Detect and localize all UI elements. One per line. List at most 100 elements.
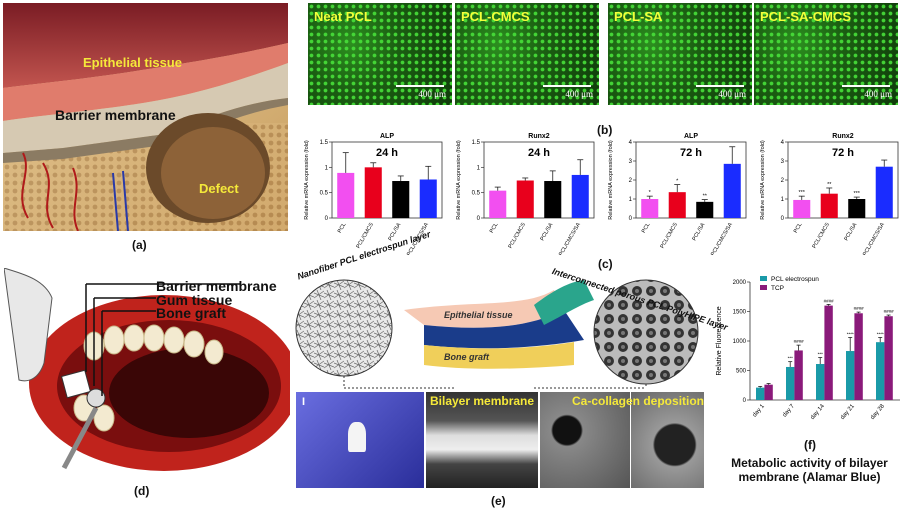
chart-metabolic-activity: 0 500 1000 1500 2000 Relative Fluorescence ***…: [716, 276, 900, 421]
y-tick-label: 1: [629, 197, 633, 203]
scale-label: 400 μm: [864, 89, 892, 99]
bar: [419, 179, 437, 218]
panel-d-label: (d): [134, 484, 150, 498]
significance-mark: ####: [824, 298, 835, 303]
y-tick-label: 0: [743, 398, 747, 404]
micrograph-title: Neat PCL: [314, 9, 372, 24]
significance-mark: ***: [788, 356, 794, 361]
chart-annotation: 24 h: [376, 147, 398, 159]
y-tick-label: 1: [781, 197, 785, 203]
bar: [764, 384, 773, 400]
x-tick-label: day 7: [782, 403, 796, 419]
membrane-sample: [348, 422, 366, 452]
y-tick-label: 0: [629, 216, 633, 222]
epithelial-tissue-label-e: Epithelial tissue: [444, 310, 513, 320]
significance-mark: ***: [818, 352, 824, 357]
y-tick-label: 2: [781, 178, 785, 184]
panel-e-label: (e): [491, 494, 506, 508]
bilayer-membrane-label: Bilayer membrane: [430, 394, 535, 408]
bar: [364, 167, 382, 218]
significance-mark: ***: [854, 191, 861, 197]
y-tick-label: 1500: [733, 310, 747, 316]
panel-b-label: (b): [597, 123, 613, 137]
bar: [641, 199, 659, 218]
chart-title: Runx2: [832, 133, 854, 140]
significance-mark: *: [649, 190, 652, 196]
y-tick-label: 1: [325, 165, 329, 171]
micrograph-title: PCL-SA-CMCS: [760, 9, 851, 24]
bar: [544, 181, 562, 218]
gum-tissue-callout: Gum tissue: [156, 292, 233, 308]
x-tick-label: day 21: [840, 403, 857, 421]
bar: [854, 313, 863, 400]
significance-mark: ####: [854, 306, 865, 311]
x-tick-label: PCL: [489, 222, 500, 234]
bar: [846, 351, 855, 400]
significance-mark: **: [703, 194, 708, 200]
y-tick-label: 1.5: [472, 140, 481, 146]
micrograph-pcl-cmcs: PCL-CMCS 400 μm: [455, 3, 599, 105]
x-tick-label: PCL: [793, 222, 804, 234]
bar: [876, 342, 885, 400]
x-tick-label: PCL/SA: [843, 222, 858, 242]
x-tick-label: day 28: [870, 403, 887, 421]
y-tick-label: 1.5: [320, 140, 329, 146]
panel-a-label: (a): [132, 238, 147, 252]
chart-annotation: 72 h: [832, 147, 854, 159]
y-axis-label: Relative mRNA expression (fold): [304, 140, 310, 220]
x-tick-label: PCL/SA: [691, 222, 706, 242]
significance-mark: ****: [847, 331, 854, 336]
bar: [793, 199, 811, 218]
sem-bilayer: Bilayer membrane: [426, 392, 538, 488]
bar: [516, 180, 534, 218]
epithelial-tissue-label: Epithelial tissue: [83, 55, 182, 70]
significance-mark: ****: [877, 331, 884, 336]
chart-alp-72h: ALP 72 h 0 1 2 3 4 Relative mRNA expression (fo…: [608, 133, 747, 255]
micrograph-pcl-sa-cmcs: PCL-SA-CMCS 400 μm: [754, 3, 898, 105]
y-tick-label: 3: [781, 159, 785, 165]
glove-photo: I: [296, 392, 424, 488]
legend-label: TCP: [771, 285, 784, 292]
y-axis-label: Relative Fluorescence: [716, 306, 723, 375]
bar: [668, 192, 686, 218]
legend-swatch: [760, 285, 767, 290]
chart-runx2-24h: Runx2 24 h 0 0.5 1 1.5 Relative mRNA expressio…: [456, 133, 595, 255]
y-tick-label: 0.5: [320, 191, 329, 197]
bar: [337, 172, 355, 218]
x-tick-label: PCL/CMCS/SA: [862, 222, 886, 255]
ca-collagen-label: Ca-collagen deposition: [572, 394, 705, 408]
panel-c-label: (c): [598, 257, 613, 271]
bar: [794, 350, 803, 400]
x-tick-label: PCL/CMCS: [812, 222, 832, 250]
x-tick-label: PCL/CMCS/SA: [710, 222, 734, 255]
y-tick-label: 1: [477, 165, 481, 171]
barrier-membrane-label: Barrier membrane: [55, 107, 176, 123]
panel-e-drawing: [295, 279, 699, 389]
panel-d-drawing: [4, 268, 290, 471]
chart-runx2-72h: Runx2 72 h 0 1 2 3 4 Relative mRNA expression (…: [760, 133, 899, 255]
y-tick-label: 500: [736, 369, 747, 375]
chart-annotation: 72 h: [680, 147, 702, 159]
bar: [820, 193, 838, 218]
chart-title: Runx2: [528, 133, 550, 140]
x-tick-label: PCL: [641, 222, 652, 234]
x-tick-label: PCL: [337, 222, 348, 234]
y-tick-label: 4: [629, 140, 633, 146]
y-axis-label: Relative mRNA expression (fold): [608, 140, 614, 220]
y-tick-label: 4: [781, 140, 785, 146]
x-tick-label: day 14: [810, 403, 827, 421]
y-tick-label: 1000: [733, 339, 747, 345]
chart-alp-24h: ALP 24 h 0 0.5 1 1.5 Relative mRNA expression …: [304, 133, 443, 255]
barrier-membrane-callout: Barrier membrane: [156, 278, 277, 294]
panel-f-caption-2: membrane (Alamar Blue): [738, 470, 881, 484]
defect-label: Defect: [199, 181, 239, 196]
bar: [392, 181, 410, 218]
panel-f-label: (f): [804, 438, 816, 452]
bar: [489, 190, 507, 218]
y-tick-label: 3: [629, 159, 633, 165]
x-tick-label: PCL/CMCS: [508, 222, 528, 250]
panel-f-caption-1: Metabolic activity of bilayer: [731, 456, 888, 470]
significance-mark: ####: [884, 309, 895, 314]
bar: [786, 366, 795, 400]
plot-frame: [331, 141, 443, 219]
